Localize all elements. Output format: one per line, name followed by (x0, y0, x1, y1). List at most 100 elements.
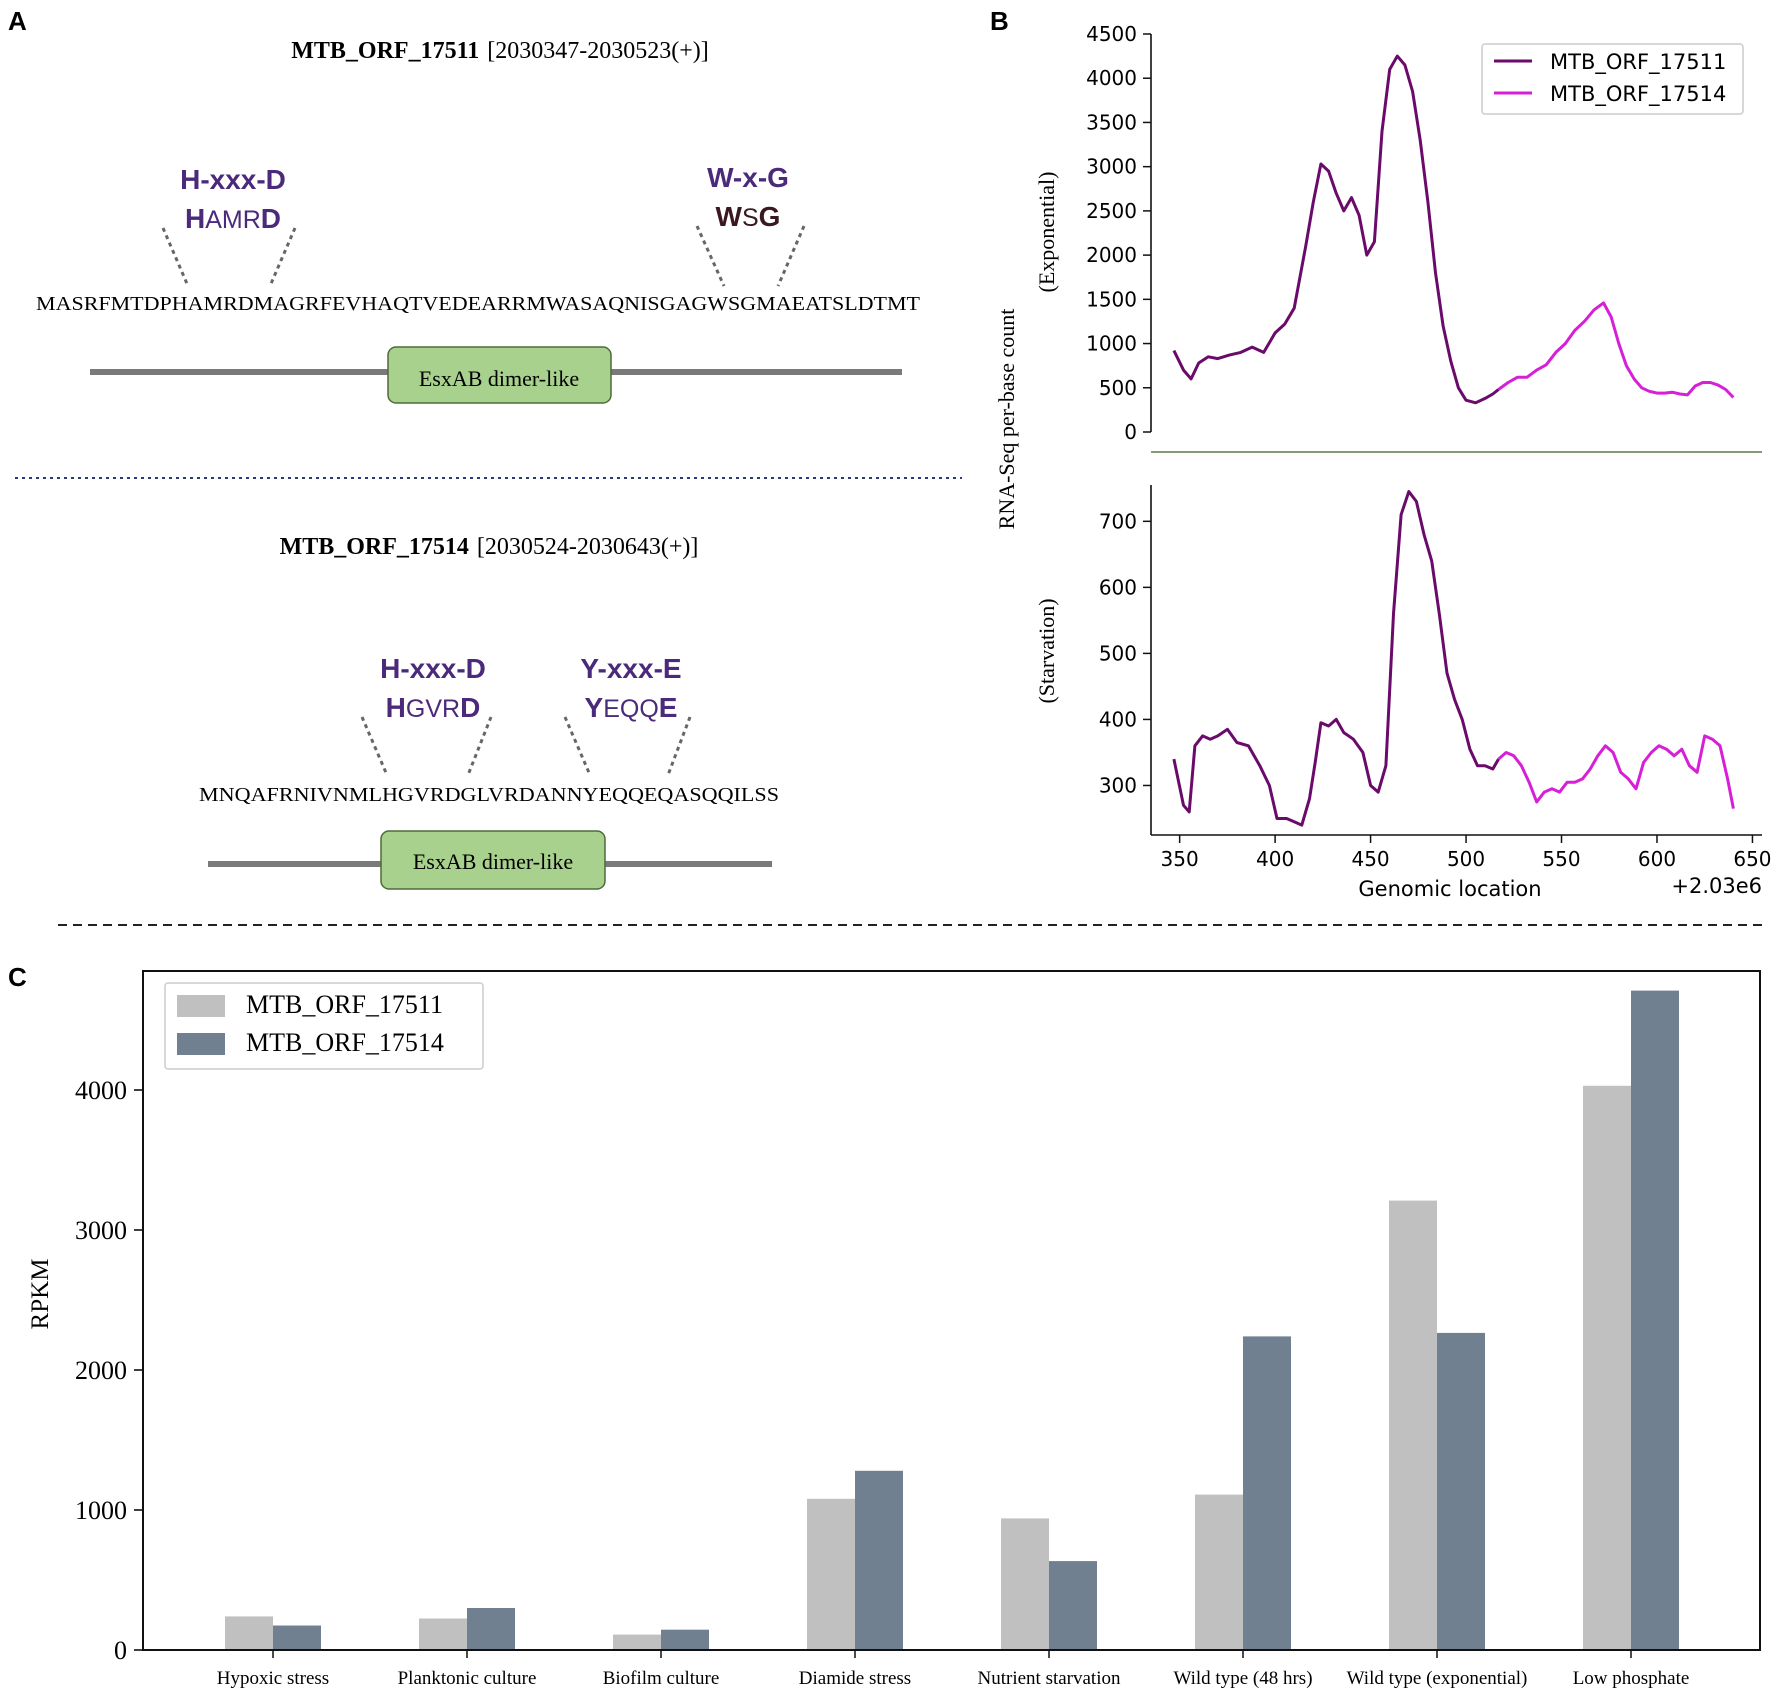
c-ytick-label: 3000 (75, 1216, 127, 1245)
orf1-motif2-first: W (716, 201, 743, 232)
c-legend-swatch-1 (177, 995, 225, 1017)
b-legend-label-1: MTB_ORF_17511 (1550, 50, 1726, 75)
orf2-motif2-last: E (659, 692, 678, 723)
orf1-motif1-pattern: H-xxx-D (180, 164, 286, 195)
b-top-line-mtb-orf-17511 (1172, 54, 1500, 405)
c-xtick-label: Diamide stress (799, 1668, 911, 1689)
b-offset-label: +2.03e6 (1671, 874, 1762, 898)
orf1-sequence: MASRFMTDPHAMRDMAGRFEVHAQTVEDEARRMWASAQNI… (36, 293, 920, 315)
b-top-ytick-label: 4000 (1086, 66, 1137, 90)
b-bottom-chart: (Starvation) 300 400 500 600 700 350 400 450 500… (1034, 485, 1772, 901)
orf2-motif-connectors (360, 716, 692, 776)
c-legend-box (164, 982, 484, 1070)
b-top-ytick-label: 3500 (1086, 110, 1137, 134)
panel-b: B RNA-Seq per-base count (Exponential) 0… (990, 6, 1772, 901)
b-xlabel: Genomic location (1358, 877, 1541, 901)
orf2-domain-label: EsxAB dimer-like (413, 849, 573, 874)
c-xtick-label: Biofilm culture (603, 1668, 720, 1689)
orf1-motif2-pattern-text: W-x-G (707, 162, 789, 193)
b-top-ytick-label: 2500 (1086, 199, 1137, 223)
c-bar-mtb-orf-17514 (1437, 1332, 1485, 1650)
c-xtick-label: Hypoxic stress (217, 1668, 329, 1689)
orf1-motif1-residues: HAMRD (185, 203, 281, 234)
b-top-legend: MTB_ORF_17511 MTB_ORF_17514 (1481, 43, 1744, 115)
b-shared-ylabel: RNA-Seq per-base count (994, 309, 1019, 530)
c-bar-mtb-orf-17511 (225, 1616, 273, 1650)
b-top-line-mtb-orf-17514 (1497, 301, 1735, 399)
c-bar-mtb-orf-17511 (1195, 1494, 1243, 1650)
c-legend-label-1: MTB_ORF_17511 (246, 990, 443, 1019)
c-bar-mtb-orf-17511 (613, 1634, 661, 1650)
orf2-motif2-residues: YEQQE (585, 692, 678, 723)
b-bottom-xtick-label: 550 (1542, 847, 1580, 871)
panel-a: A MTB_ORF_17511 [2030347-2030523(+)] H-xx… (8, 6, 962, 890)
c-xtick-label: Planktonic culture (398, 1668, 537, 1689)
orf2-motif1-connector-right (466, 716, 493, 776)
orf2-sequence: MNQAFRNIVNMLHGVRDGLVRDANNYEQQEQASQQILSS (199, 784, 779, 806)
orf2-motif2-pattern: Y-xxx-E (580, 653, 681, 684)
b-bottom-line-mtb-orf-17514 (1497, 734, 1735, 809)
orf1-motif2-pattern: W-x-G (707, 162, 789, 193)
orf1-domain-label: EsxAB dimer-like (419, 366, 579, 391)
c-legend-swatch-2 (177, 1033, 225, 1055)
c-ytick-label: 0 (114, 1636, 127, 1665)
c-ytick-label: 1000 (75, 1496, 127, 1525)
c-xtick-label: Wild type (48 hrs) (1173, 1668, 1312, 1689)
orf1-motif2-middle: S (742, 204, 759, 232)
orf2-header: MTB_ORF_17514 [2030524-2030643(+)] (280, 534, 699, 560)
c-bars (225, 990, 1679, 1650)
c-axes: 0 1000 2000 3000 4000 (75, 1076, 143, 1665)
b-bottom-xtick-label: 500 (1447, 847, 1485, 871)
b-bottom-xtick-label: 650 (1733, 847, 1771, 871)
c-bar-mtb-orf-17514 (1049, 1561, 1097, 1650)
b-top-series (1172, 54, 1735, 405)
c-ylabel: RPKM (27, 1259, 54, 1330)
b-top-ytick-label: 3000 (1086, 155, 1137, 179)
b-top-ytick-label: 2000 (1086, 243, 1137, 267)
orf1-domain-box (387, 346, 612, 404)
b-bottom-ytick-label: 300 (1099, 773, 1137, 797)
orf2-motif1-pattern: H-xxx-D (380, 653, 486, 684)
b-top-yaxis: 0 500 1000 1500 2000 2500 3000 3500 4000 4500 (1086, 22, 1152, 444)
b-bottom-ylabel: (Starvation) (1034, 598, 1059, 703)
c-bar-mtb-orf-17514 (467, 1608, 515, 1650)
panel-label-c: C (8, 962, 27, 992)
c-ytick-label: 4000 (75, 1076, 127, 1105)
c-plot-frame (142, 970, 1761, 1651)
b-bottom-ytick-label: 600 (1099, 575, 1137, 599)
c-bar-mtb-orf-17511 (807, 1498, 855, 1650)
c-legend: MTB_ORF_17511 MTB_ORF_17514 (164, 982, 484, 1070)
orf2-domain-box (380, 830, 606, 890)
b-legend-label-2: MTB_ORF_17514 (1550, 82, 1726, 107)
b-legend-box (1481, 43, 1744, 115)
orf2-motif1-connector-left (360, 716, 389, 776)
orf1-header: MTB_ORF_17511 [2030347-2030523(+)] (291, 38, 709, 64)
b-top-chart: (Exponential) 0 500 1000 1500 2000 2500 3000 35… (1034, 22, 1762, 453)
orf2-name: MTB_ORF_17514 (280, 534, 469, 560)
orf2-motif2-middle: EQQ (603, 695, 659, 723)
orf2-motif2-first: Y (585, 692, 604, 723)
c-bar-mtb-orf-17514 (661, 1629, 709, 1650)
orf1-motif1-first: H (185, 203, 205, 234)
b-top-ytick-label: 500 (1099, 376, 1137, 400)
b-bottom-ytick-label: 700 (1099, 509, 1137, 533)
c-xtick-label: Nutrient starvation (978, 1668, 1121, 1689)
orf1-motif2-connector-left (695, 225, 726, 287)
b-top-ytick-label: 4500 (1086, 22, 1137, 46)
c-xtick-label: Low phosphate (1573, 1668, 1690, 1689)
orf2-motif1-middle: GVR (406, 695, 460, 723)
orf1-motif2-connector-right (776, 225, 806, 287)
c-bar-mtb-orf-17511 (1583, 1085, 1631, 1650)
b-top-ytick-label: 0 (1124, 420, 1137, 444)
orf2-motif1-residues: HGVRD (386, 692, 481, 723)
orf1-motif1-connector-left (161, 227, 190, 287)
c-bar-mtb-orf-17511 (419, 1618, 467, 1650)
b-bottom-xtick-label: 600 (1638, 847, 1676, 871)
b-bottom-xtick-label: 350 (1161, 847, 1199, 871)
c-xtick-label: Wild type (exponential) (1347, 1668, 1528, 1689)
b-bottom-series (1172, 490, 1735, 827)
orf2-motif2-connector-right (666, 716, 692, 776)
c-bar-mtb-orf-17514 (855, 1470, 903, 1650)
b-bottom-xtick-label: 400 (1256, 847, 1294, 871)
panel-label-a: A (8, 6, 27, 36)
